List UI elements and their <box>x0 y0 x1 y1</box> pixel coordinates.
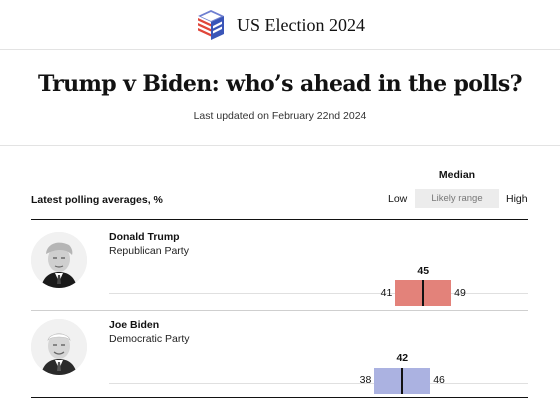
median-value: 42 <box>396 352 409 364</box>
median-value: 45 <box>417 265 430 277</box>
high-value: 46 <box>433 374 445 386</box>
brand[interactable]: US Election 2024 <box>196 9 365 41</box>
legend-likely-range: Likely range <box>415 189 499 208</box>
legend-low: Low <box>388 193 408 205</box>
trump-portrait-icon <box>31 232 87 288</box>
legend-high: High <box>506 193 528 205</box>
high-value: 49 <box>454 287 466 299</box>
page-title: Trump v Biden: who’s ahead in the polls? <box>38 71 523 97</box>
avatar <box>31 319 87 375</box>
range-track <box>109 383 528 384</box>
title-section: Trump v Biden: who’s ahead in the polls?… <box>0 50 560 146</box>
candidate-party: Republican Party <box>109 245 189 257</box>
biden-portrait-icon <box>31 319 87 375</box>
range-track <box>109 293 528 294</box>
ballot-box-icon <box>198 10 224 40</box>
table-subtitle: Latest polling averages, % <box>31 194 163 206</box>
table-bottom-rule <box>31 397 528 398</box>
candidate-name: Joe Biden <box>109 319 160 331</box>
candidate-name: Donald Trump <box>109 231 180 243</box>
brand-name: US Election 2024 <box>237 14 365 35</box>
low-value: 41 <box>380 287 393 299</box>
candidate-row-trump: Donald Trump Republican Party 45 41 49 <box>0 220 560 310</box>
table-top-rule <box>31 219 528 220</box>
candidate-row-biden: Joe Biden Democratic Party 42 38 46 <box>0 310 560 400</box>
table-header: Latest polling averages, % Median Low Li… <box>0 146 560 220</box>
legend-median: Median <box>438 169 476 181</box>
median-marker <box>422 280 425 306</box>
row-divider <box>31 310 528 311</box>
low-value: 38 <box>359 374 372 386</box>
last-updated: Last updated on February 22nd 2024 <box>193 110 367 122</box>
median-marker <box>401 368 404 394</box>
avatar <box>31 232 87 288</box>
site-header: US Election 2024 <box>0 0 560 50</box>
candidate-party: Democratic Party <box>109 333 190 345</box>
